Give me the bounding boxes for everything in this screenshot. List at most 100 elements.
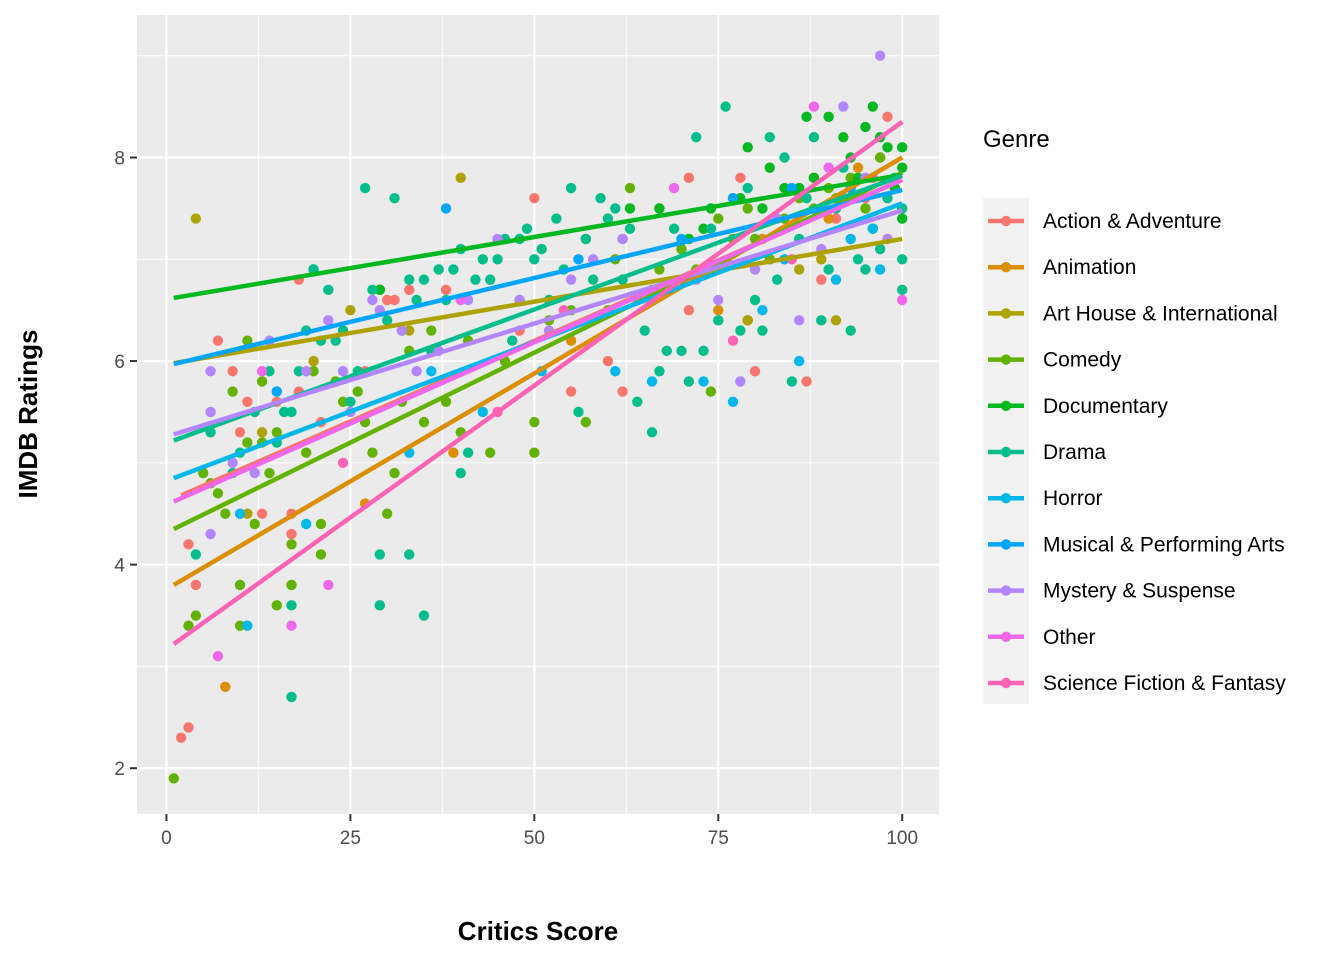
data-point	[816, 315, 827, 326]
data-point	[220, 508, 231, 519]
data-point	[256, 376, 268, 387]
data-point	[536, 243, 547, 255]
data-point	[198, 467, 209, 479]
data-point	[462, 294, 474, 306]
data-point	[808, 101, 820, 112]
data-point	[264, 366, 275, 377]
data-point	[580, 416, 592, 428]
data-point	[462, 447, 474, 458]
data-point	[823, 111, 834, 122]
data-point	[448, 264, 459, 275]
data-point	[610, 366, 621, 377]
data-point	[882, 142, 893, 153]
data-point	[220, 681, 231, 692]
data-point	[205, 406, 216, 418]
data-point	[573, 406, 584, 418]
data-point	[278, 406, 290, 418]
trend-line	[173, 236, 903, 366]
trend-line	[172, 177, 904, 504]
data-point	[749, 264, 761, 275]
data-point	[529, 254, 540, 265]
data-point	[786, 182, 798, 194]
data-point	[801, 193, 812, 204]
data-point	[529, 193, 540, 204]
data-point	[713, 315, 724, 326]
data-point	[315, 549, 327, 560]
data-point	[507, 335, 518, 346]
data-point	[411, 366, 422, 377]
legend-key-point	[1000, 585, 1012, 596]
trend-line	[172, 120, 904, 646]
data-point	[249, 518, 260, 530]
data-point	[897, 213, 908, 224]
data-point	[367, 294, 378, 306]
data-point	[271, 600, 282, 611]
trend-lines	[172, 120, 904, 646]
data-point	[617, 233, 628, 245]
x-tick-label: 75	[708, 828, 729, 849]
data-point	[830, 315, 842, 326]
data-point	[374, 284, 386, 296]
data-point	[168, 773, 179, 784]
data-point	[183, 620, 194, 631]
data-point	[786, 376, 798, 387]
data-point	[845, 325, 856, 336]
data-point	[477, 406, 489, 418]
x-tick-label: 0	[161, 828, 172, 849]
data-point	[367, 284, 378, 296]
data-point	[830, 213, 842, 224]
data-point	[426, 366, 437, 377]
data-point	[359, 182, 371, 194]
data-point	[838, 101, 849, 112]
data-point	[212, 651, 224, 662]
x-tick-label: 25	[340, 828, 361, 849]
data-point	[404, 274, 415, 285]
data-point	[426, 325, 437, 336]
legend-label: Science Fiction & Fantasy	[1043, 672, 1286, 695]
data-point	[256, 366, 268, 377]
legend-key-point	[1000, 539, 1012, 550]
data-point	[374, 600, 386, 611]
data-point	[404, 284, 415, 296]
trend-line	[172, 155, 904, 587]
data-point	[308, 366, 319, 377]
x-tick-label: 50	[524, 828, 545, 849]
data-point	[727, 396, 739, 407]
data-point	[845, 172, 856, 184]
data-point	[323, 579, 334, 591]
data-point	[823, 264, 834, 275]
data-point	[764, 131, 775, 143]
data-point	[205, 528, 216, 540]
data-point	[698, 376, 709, 387]
data-point	[477, 254, 489, 265]
data-point	[234, 620, 246, 631]
data-point	[654, 366, 665, 377]
data-point	[801, 111, 812, 122]
data-point	[337, 366, 349, 377]
data-point	[676, 345, 687, 357]
data-point	[874, 264, 886, 275]
y-tick-label: 2	[114, 759, 125, 780]
data-point	[683, 376, 695, 387]
grid-minor	[137, 15, 939, 814]
data-point	[639, 325, 650, 336]
y-axis: 2 4 6 8	[114, 148, 137, 780]
data-point	[242, 396, 253, 407]
legend-label: Musical & Performing Arts	[1043, 533, 1285, 556]
data-point	[529, 416, 540, 428]
data-point	[190, 610, 202, 621]
data-point	[867, 101, 878, 112]
data-point	[293, 366, 305, 377]
data-point	[713, 294, 724, 306]
data-point	[897, 254, 908, 265]
data-point	[389, 193, 400, 204]
data-point	[565, 182, 577, 194]
data-point	[764, 162, 775, 173]
data-point	[749, 294, 761, 306]
data-point	[757, 304, 768, 316]
data-point	[602, 213, 614, 224]
data-point	[242, 620, 253, 631]
legend: Genre Action & Adventure Animation Art Hou…	[983, 126, 1286, 704]
data-point	[455, 467, 466, 479]
data-point	[345, 304, 356, 316]
